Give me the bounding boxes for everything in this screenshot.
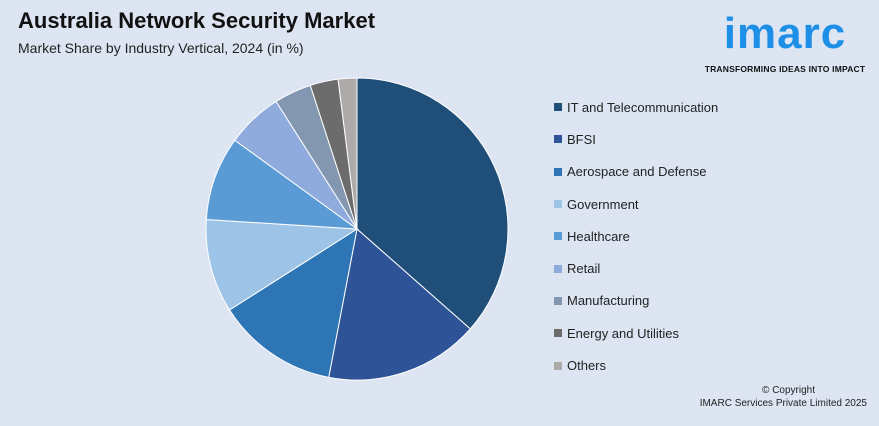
legend-item: Government: [554, 188, 718, 220]
legend-label: Energy and Utilities: [567, 325, 679, 341]
pie-slice-others: [337, 77, 358, 230]
logo-tagline: TRANSFORMING IDEAS INTO IMPACT: [704, 64, 866, 74]
legend-item: BFSI: [554, 123, 718, 155]
pie-slice-healthcare: [205, 139, 359, 230]
legend-label: BFSI: [567, 131, 596, 147]
legend-swatch: [554, 200, 562, 209]
chart-subtitle: Market Share by Industry Vertical, 2024 …: [18, 40, 304, 56]
legend-item: IT and Telecommunication: [554, 91, 718, 123]
imarc-logo: imarc TRANSFORMING IDEAS INTO IMPACT: [697, 4, 873, 80]
logo-wordmark: imarc: [723, 9, 847, 58]
legend-label: Government: [567, 196, 639, 212]
legend-swatch: [554, 167, 562, 176]
legend-item: Aerospace and Defense: [554, 156, 718, 188]
legend-label: Manufacturing: [567, 293, 650, 309]
legend-label: Retail: [567, 261, 601, 277]
legend-label: Healthcare: [567, 228, 630, 244]
pie-slice-bfsi: [328, 228, 471, 381]
legend-swatch: [554, 103, 562, 112]
legend-swatch: [554, 296, 562, 305]
legend-label: Aerospace and Defense: [567, 164, 707, 180]
legend-item: Others: [554, 349, 718, 381]
chart-title: Australia Network Security Market: [18, 8, 376, 33]
chart-legend: IT and Telecommunication BFSI Aerospace an…: [554, 91, 718, 382]
pie-slice-it-and-telecommunication: [356, 77, 509, 330]
legend-item: Manufacturing: [554, 285, 718, 317]
pie-slice-government: [205, 218, 359, 311]
pie-slice-aerospace-and-defense: [228, 227, 358, 378]
legend-swatch: [554, 135, 562, 144]
legend-label: Others: [567, 358, 607, 374]
legend-swatch: [554, 361, 562, 370]
legend-label: IT and Telecommunication: [567, 99, 719, 115]
copyright-line-2: IMARC Services Private Limited 2025: [699, 398, 867, 409]
legend-swatch: [554, 232, 562, 241]
copyright-line-1: © Copyright: [762, 385, 815, 396]
legend-swatch: [554, 264, 562, 273]
legend-item: Energy and Utilities: [554, 317, 718, 349]
legend-item: Retail: [554, 252, 718, 284]
legend-swatch: [554, 329, 562, 338]
copyright-notice: © Copyright IMARC Services Private Limit…: [700, 384, 867, 410]
legend-item: Healthcare: [554, 220, 718, 252]
